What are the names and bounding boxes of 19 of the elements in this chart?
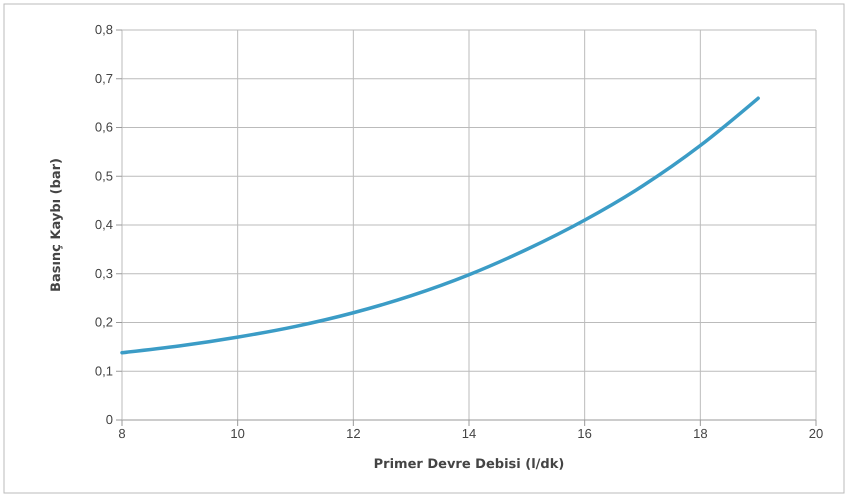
x-tick-label: 10 <box>230 426 245 442</box>
y-tick-label: 0,8 <box>94 22 113 38</box>
y-tick-label: 0,4 <box>94 217 113 232</box>
y-tick-label: 0,6 <box>94 120 113 135</box>
y-axis-title: Basınç Kaybı (bar) <box>49 158 64 292</box>
x-tick-label: 18 <box>693 426 708 442</box>
y-tick-label: 0,1 <box>94 363 113 378</box>
x-axis-title: Primer Devre Debisi (l/dk) <box>374 457 564 472</box>
x-tick-label: 16 <box>577 426 592 442</box>
y-tick-label: 0,3 <box>94 266 113 281</box>
y-tick-label: 0,7 <box>94 70 113 86</box>
x-tick-label: 8 <box>118 426 126 442</box>
y-tick-label: 0 <box>106 412 113 428</box>
y-tick-label: 0,5 <box>94 168 113 184</box>
x-tick-label: 20 <box>808 426 824 442</box>
x-tick-label: 14 <box>462 426 476 442</box>
y-tick-label: 0,2 <box>94 314 113 330</box>
x-tick-label: 12 <box>346 426 361 442</box>
line-series <box>120 96 760 354</box>
